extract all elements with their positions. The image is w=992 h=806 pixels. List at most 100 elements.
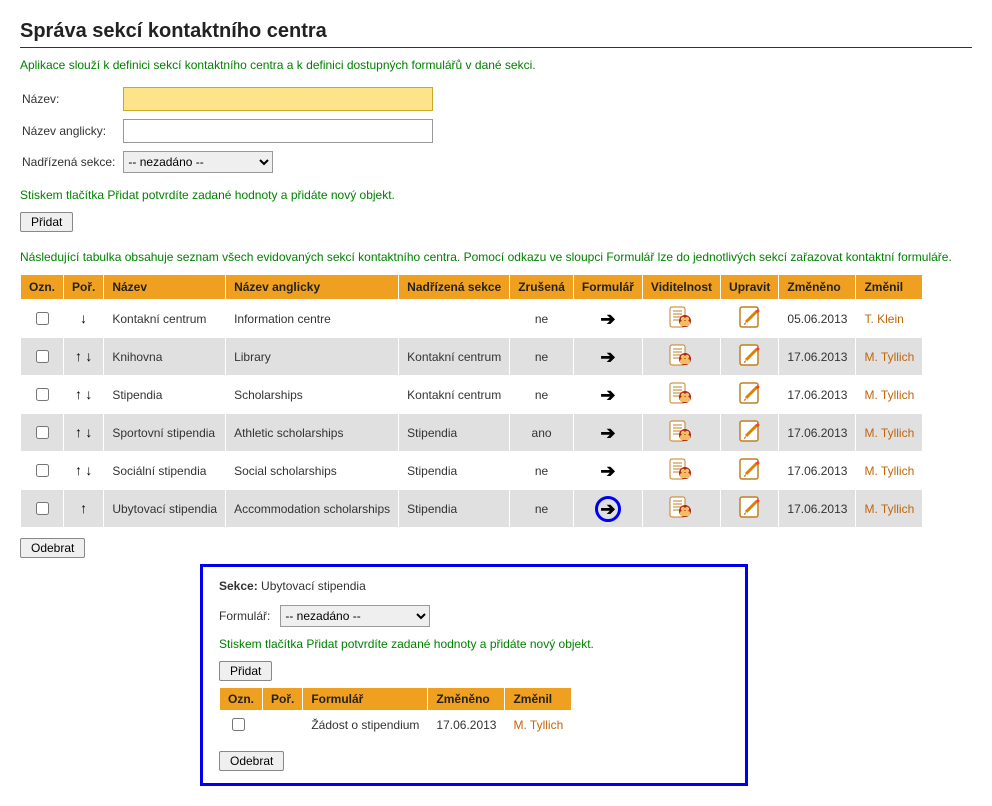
- cell-name: Sportovní stipendia: [104, 414, 225, 451]
- detail-section-value: Ubytovací stipendia: [261, 579, 366, 593]
- detail-remove-button[interactable]: Odebrat: [219, 751, 284, 771]
- form-link-icon[interactable]: ➔: [600, 310, 615, 328]
- move-up-icon[interactable]: ↑: [80, 501, 87, 515]
- cell-name: Kontakní centrum: [104, 300, 225, 337]
- input-name[interactable]: [123, 87, 433, 111]
- visibility-icon[interactable]: [669, 508, 693, 522]
- input-name-en[interactable]: [123, 119, 433, 143]
- cell-name-en: Accommodation scholarships: [226, 490, 398, 527]
- cell-parent: Kontakní centrum: [399, 338, 509, 375]
- form-link-icon[interactable]: ➔: [600, 424, 615, 442]
- cell-cancelled: ne: [510, 376, 573, 413]
- table-row: ↑ ↓Sociální stipendiaSocial scholarships…: [21, 452, 922, 489]
- detail-changed-by-link[interactable]: M. Tyllich: [513, 718, 563, 732]
- label-parent: Nadřízená sekce:: [22, 155, 115, 169]
- col-changed: Změněno: [779, 275, 855, 299]
- form-link-icon[interactable]: ➔: [600, 386, 615, 404]
- visibility-icon[interactable]: [669, 394, 693, 408]
- col-parent: Nadřízená sekce: [399, 275, 509, 299]
- row-checkbox[interactable]: [36, 388, 49, 401]
- cell-name: Knihovna: [104, 338, 225, 375]
- changed-by-link[interactable]: M. Tyllich: [864, 464, 914, 478]
- changed-by-link[interactable]: T. Klein: [864, 312, 903, 326]
- cell-name-en: Athletic scholarships: [226, 414, 398, 451]
- changed-by-link[interactable]: M. Tyllich: [864, 350, 914, 364]
- edit-icon[interactable]: [738, 508, 762, 522]
- changed-by-link[interactable]: M. Tyllich: [864, 426, 914, 440]
- move-down-icon[interactable]: ↓: [85, 463, 92, 477]
- create-form: Název: Název anglicky: Nadřízená sekce: …: [20, 82, 441, 178]
- edit-icon[interactable]: [738, 356, 762, 370]
- cell-changed: 17.06.2013: [779, 452, 855, 489]
- visibility-icon[interactable]: [669, 318, 693, 332]
- table-row: ↓Kontakní centrumInformation centrene➔05…: [21, 300, 922, 337]
- list-intro-text: Následující tabulka obsahuje seznam všec…: [20, 250, 972, 264]
- row-checkbox[interactable]: [36, 502, 49, 515]
- move-up-icon[interactable]: ↑: [75, 349, 82, 363]
- row-checkbox[interactable]: [36, 464, 49, 477]
- form-link-icon[interactable]: ➔: [600, 462, 615, 480]
- visibility-icon[interactable]: [669, 432, 693, 446]
- detail-confirm-text: Stiskem tlačítka Přidat potvrdíte zadané…: [219, 637, 729, 651]
- changed-by-link[interactable]: M. Tyllich: [864, 502, 914, 516]
- label-name-en: Název anglicky:: [22, 124, 106, 138]
- move-down-icon[interactable]: ↓: [85, 387, 92, 401]
- move-up-icon[interactable]: ↑: [75, 425, 82, 439]
- row-checkbox[interactable]: [36, 426, 49, 439]
- col-form: Formulář: [574, 275, 642, 299]
- edit-icon[interactable]: [738, 394, 762, 408]
- select-parent[interactable]: -- nezadáno --: [123, 151, 273, 173]
- intro-text: Aplikace slouží k definici sekcí kontakt…: [20, 58, 972, 72]
- cell-name-en: Scholarships: [226, 376, 398, 413]
- cell-cancelled: ne: [510, 300, 573, 337]
- dcol-form: Formulář: [303, 688, 427, 710]
- remove-button[interactable]: Odebrat: [20, 538, 85, 558]
- cell-parent: Kontakní centrum: [399, 376, 509, 413]
- cell-name: Ubytovací stipendia: [104, 490, 225, 527]
- cell-changed: 05.06.2013: [779, 300, 855, 337]
- table-row: ↑ ↓ Sportovní stipendiaAthletic scholarsh…: [21, 414, 922, 451]
- move-up-icon[interactable]: ↑: [75, 463, 82, 477]
- form-link-icon[interactable]: ➔: [600, 348, 615, 366]
- cell-changed: 17.06.2013: [779, 338, 855, 375]
- cell-name: Stipendia: [104, 376, 225, 413]
- cell-parent: Stipendia: [399, 490, 509, 527]
- row-checkbox[interactable]: [36, 350, 49, 363]
- dcol-changed: Změněno: [428, 688, 504, 710]
- detail-form-select[interactable]: -- nezadáno --: [280, 605, 430, 627]
- move-down-icon[interactable]: ↓: [80, 311, 87, 325]
- cell-name-en: Library: [226, 338, 398, 375]
- cell-name-en: Social scholarships: [226, 452, 398, 489]
- detail-cell-name: Žádost o stipendium: [303, 711, 427, 738]
- dcol-por: Poř.: [263, 688, 302, 710]
- edit-icon[interactable]: [738, 432, 762, 446]
- move-up-icon[interactable]: ↑: [75, 387, 82, 401]
- visibility-icon[interactable]: [669, 356, 693, 370]
- detail-cell-changed: 17.06.2013: [428, 711, 504, 738]
- dcol-by: Změnil: [505, 688, 571, 710]
- col-by: Změnil: [856, 275, 922, 299]
- detail-form-label: Formulář:: [219, 609, 270, 623]
- form-link-highlight[interactable]: ➔: [595, 496, 621, 522]
- col-cancelled: Zrušená: [510, 275, 573, 299]
- detail-row-checkbox[interactable]: [232, 718, 245, 731]
- edit-icon[interactable]: [738, 470, 762, 484]
- sections-table: Ozn. Poř. Název Název anglicky Nadřízená…: [20, 274, 923, 528]
- col-name-en: Název anglicky: [226, 275, 398, 299]
- move-down-icon[interactable]: ↓: [85, 349, 92, 363]
- row-checkbox[interactable]: [36, 312, 49, 325]
- dcol-ozn: Ozn.: [220, 688, 262, 710]
- edit-icon[interactable]: [738, 318, 762, 332]
- cell-changed: 17.06.2013: [779, 490, 855, 527]
- detail-add-button[interactable]: Přidat: [219, 661, 272, 681]
- visibility-icon[interactable]: [669, 470, 693, 484]
- detail-section-label: Sekce:: [219, 579, 258, 593]
- changed-by-link[interactable]: M. Tyllich: [864, 388, 914, 402]
- move-down-icon[interactable]: ↓: [85, 425, 92, 439]
- add-button[interactable]: Přidat: [20, 212, 73, 232]
- cell-cancelled: ne: [510, 490, 573, 527]
- add-confirm-text: Stiskem tlačítka Přidat potvrdíte zadané…: [20, 188, 972, 202]
- col-edit: Upravit: [721, 275, 778, 299]
- cell-changed: 17.06.2013: [779, 414, 855, 451]
- detail-table: Ozn. Poř. Formulář Změněno Změnil Žádost…: [219, 687, 572, 739]
